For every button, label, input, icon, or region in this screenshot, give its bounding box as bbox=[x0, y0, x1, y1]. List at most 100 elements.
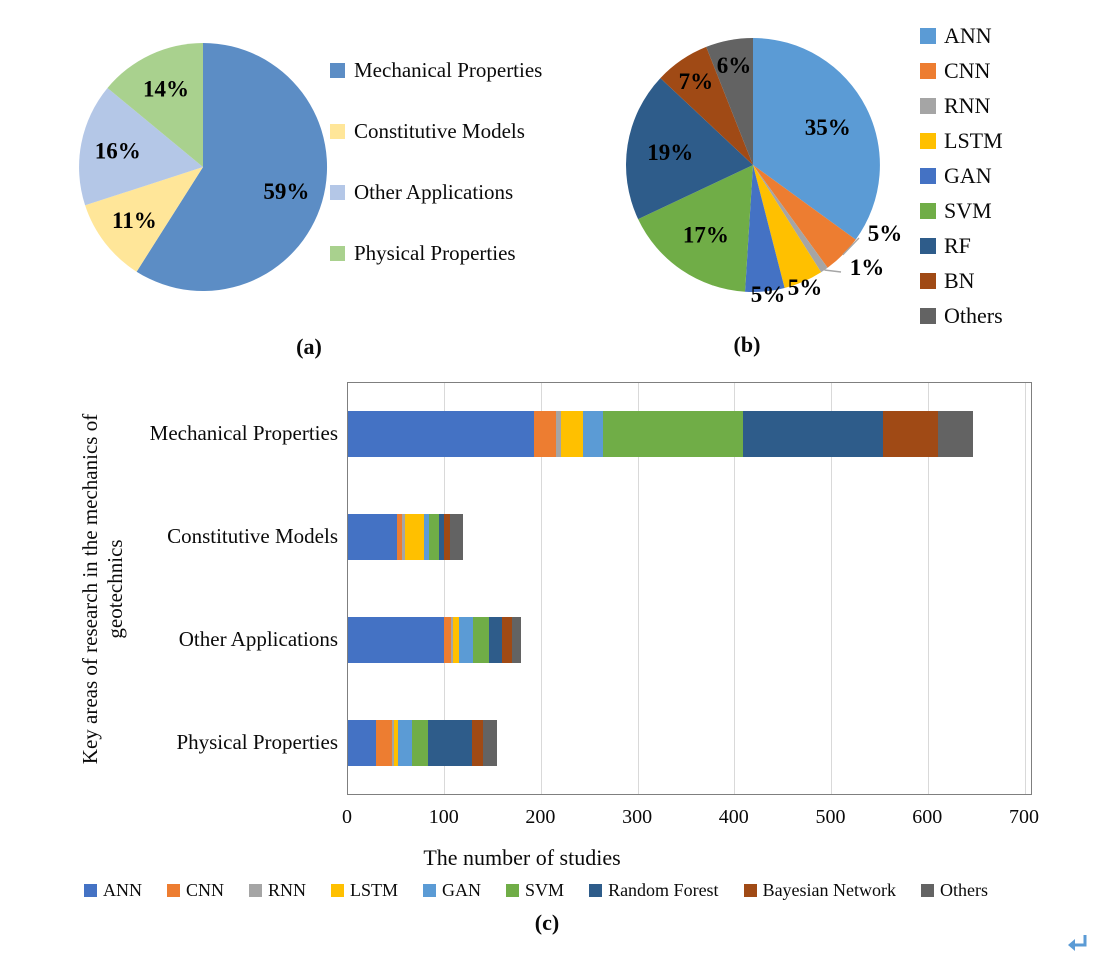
legend-item-Random Forest: Random Forest bbox=[589, 880, 719, 901]
legend-item-RNN: RNN bbox=[249, 880, 306, 901]
x-tick-label: 300 bbox=[622, 806, 653, 828]
legend-label: CNN bbox=[944, 58, 991, 83]
pie-percentage-label: 16% bbox=[95, 139, 141, 164]
legend-label: GAN bbox=[442, 880, 482, 900]
bar-segment-GAN bbox=[582, 411, 604, 458]
pie-slice-Others bbox=[706, 37, 753, 165]
legend-label: SVM bbox=[525, 880, 565, 900]
legend-item-Others: Others bbox=[920, 303, 1003, 328]
return-arrow-icon[interactable] bbox=[1066, 932, 1090, 954]
caption-c: (c) bbox=[534, 910, 560, 935]
bar-segment-Bayesian Network bbox=[471, 719, 484, 766]
pie-percentage-label: 6% bbox=[717, 53, 752, 78]
bar-segment-GAN bbox=[459, 616, 473, 663]
pie-a-legend: Mechanical Properties Constitutive Models… bbox=[330, 55, 542, 299]
bar-segment-Bayesian Network bbox=[443, 514, 451, 561]
legend-swatch-icon bbox=[330, 245, 345, 261]
legend-label: RNN bbox=[268, 880, 307, 900]
x-tick-label: 100 bbox=[428, 806, 459, 828]
pie-chart-algorithms: 35%5%1%5%5%17%19%7%6% bbox=[626, 37, 902, 307]
legend-label: BN bbox=[944, 268, 975, 293]
pie-slice-BN bbox=[660, 46, 753, 165]
pie-percentage-label: 5% bbox=[751, 282, 786, 307]
legend-swatch-icon bbox=[920, 203, 936, 219]
bar-segment-Others bbox=[483, 719, 497, 766]
bar-segment-Others bbox=[450, 514, 463, 561]
legend-item-Constitutive Models: Constitutive Models bbox=[330, 116, 542, 146]
legend-item-SVM: SVM bbox=[506, 880, 564, 901]
bar-segment-Random Forest bbox=[438, 514, 444, 561]
bar-segment-SVM bbox=[603, 411, 744, 458]
legend-item-RF: RF bbox=[920, 233, 1003, 258]
category-label: Mechanical Properties bbox=[149, 421, 338, 446]
legend-swatch-icon bbox=[920, 63, 936, 79]
x-tick-label: 700 bbox=[1009, 806, 1039, 828]
bar-segment-ANN bbox=[348, 411, 534, 458]
stacked-bar-Other Applications bbox=[348, 616, 521, 663]
bar-segment-RNN bbox=[402, 514, 405, 561]
bar-segment-LSTM bbox=[560, 411, 583, 458]
bar-segment-SVM bbox=[472, 616, 489, 663]
bar-segment-RNN bbox=[451, 616, 454, 663]
legend-swatch-icon bbox=[84, 884, 97, 897]
legend-item-ANN: ANN bbox=[84, 880, 142, 901]
pie-percentage-label: 14% bbox=[143, 77, 189, 102]
x-axis-title: The number of studies bbox=[423, 845, 621, 870]
bar-segment-LSTM bbox=[453, 616, 460, 663]
legend-swatch-icon bbox=[920, 238, 936, 254]
legend-item-CNN: CNN bbox=[167, 880, 224, 901]
label-leader-line bbox=[842, 237, 860, 256]
legend-label: Bayesian Network bbox=[762, 880, 897, 900]
legend-label: Others bbox=[944, 303, 1003, 328]
legend-swatch-icon bbox=[506, 884, 520, 897]
bar-segment-ANN bbox=[348, 719, 376, 766]
category-label: Constitutive Models bbox=[167, 524, 338, 549]
y-axis-title: Key areas of research in the mechanics o… bbox=[78, 413, 127, 765]
legend-item-BN: BN bbox=[920, 268, 1003, 293]
bar-segment-CNN bbox=[397, 514, 403, 561]
legend-item-Other Applications: Other Applications bbox=[330, 177, 542, 207]
pie-percentage-label: 19% bbox=[647, 140, 693, 165]
legend-item-GAN: GAN bbox=[423, 880, 481, 901]
x-tick-label: 600 bbox=[912, 806, 943, 828]
bar-segment-RNN bbox=[555, 411, 561, 458]
legend-swatch-icon bbox=[743, 884, 757, 897]
legend-item-Others: Others bbox=[921, 880, 988, 901]
legend-item-RNN: RNN bbox=[920, 93, 1003, 118]
legend-swatch-icon bbox=[330, 123, 345, 139]
legend-swatch-icon bbox=[920, 28, 936, 44]
bar-segment-CNN bbox=[533, 411, 556, 458]
pie-slice-RF bbox=[626, 78, 753, 220]
legend-swatch-icon bbox=[921, 884, 935, 897]
legend-item-Physical Properties: Physical Properties bbox=[330, 238, 542, 268]
legend-label: RNN bbox=[944, 93, 991, 118]
gridline bbox=[637, 383, 639, 794]
bar-segment-GAN bbox=[424, 514, 430, 561]
legend-label: Other Applications bbox=[354, 179, 514, 204]
bar-segment-Bayesian Network bbox=[882, 411, 938, 458]
bar-segment-Others bbox=[512, 616, 521, 663]
bar-segment-CNN bbox=[376, 719, 393, 766]
bar-plot-area bbox=[347, 382, 1032, 795]
stacked-bar-Mechanical Properties bbox=[348, 411, 973, 458]
pie-percentage-label: 1% bbox=[850, 255, 885, 280]
legend-label: Random Forest bbox=[608, 880, 719, 900]
legend-swatch-icon bbox=[589, 884, 603, 897]
legend-swatch-icon bbox=[330, 62, 345, 78]
legend-label: ANN bbox=[103, 880, 142, 900]
bar-segment-ANN bbox=[348, 616, 444, 663]
bar-segment-GAN bbox=[398, 719, 412, 766]
legend-item-GAN: GAN bbox=[920, 163, 1003, 188]
legend-swatch-icon bbox=[920, 308, 936, 324]
bar-chart-legend: ANN CNN RNN LSTM GAN SVM Random Forest Bayesian… bbox=[84, 880, 988, 901]
legend-swatch-icon bbox=[167, 884, 180, 897]
x-tick-label: 400 bbox=[718, 806, 749, 828]
label-leader-line bbox=[824, 269, 842, 273]
bar-segment-Others bbox=[937, 411, 973, 458]
legend-label: ANN bbox=[944, 23, 992, 48]
legend-swatch-icon bbox=[920, 168, 936, 184]
pie-b-legend: ANN CNN RNN LSTM GAN SVM RF BN Others bbox=[920, 23, 1003, 339]
pie-slice-CNN bbox=[753, 165, 856, 268]
legend-label: RF bbox=[944, 233, 971, 258]
